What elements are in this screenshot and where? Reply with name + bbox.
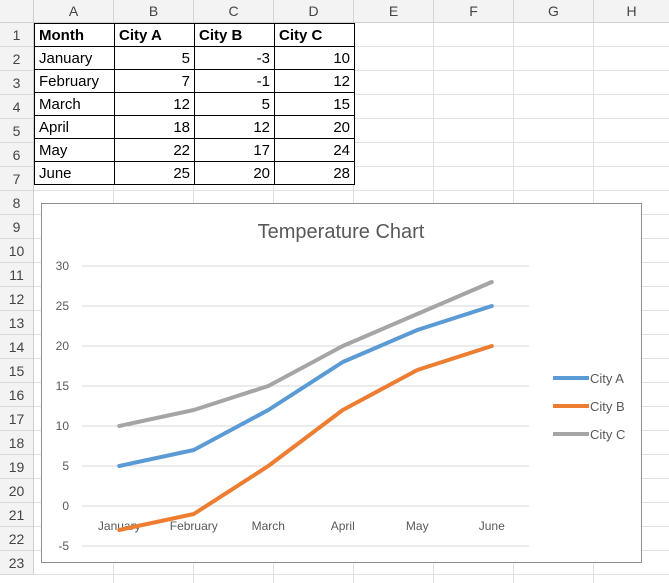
chart-title: Temperature Chart <box>258 221 425 243</box>
row-header-1[interactable]: 1 <box>0 23 34 47</box>
header-cell-month[interactable]: Month <box>34 23 115 47</box>
cell-value[interactable]: 15 <box>274 92 355 116</box>
select-all-corner[interactable] <box>0 0 34 23</box>
cell-value[interactable]: 10 <box>274 46 355 70</box>
row-header-13[interactable]: 13 <box>0 311 34 335</box>
row-header-5[interactable]: 5 <box>0 119 34 143</box>
row-header-6[interactable]: 6 <box>0 143 34 167</box>
cell-value[interactable]: 17 <box>194 138 275 162</box>
column-header-c[interactable]: C <box>194 0 274 23</box>
cell-month[interactable]: February <box>34 69 115 93</box>
column-header-b[interactable]: B <box>114 0 194 23</box>
y-tick-label: -5 <box>58 539 69 553</box>
header-cell-city-b[interactable]: City B <box>194 23 275 47</box>
row-header-11[interactable]: 11 <box>0 263 34 287</box>
cell-value[interactable]: 20 <box>274 115 355 139</box>
table-row: February 7 -1 12 <box>34 69 355 93</box>
cell-value[interactable]: 24 <box>274 138 355 162</box>
row-header-20[interactable]: 20 <box>0 479 34 503</box>
table-row: January 5 -3 10 <box>34 46 355 70</box>
cell-month[interactable]: March <box>34 92 115 116</box>
series-line-1 <box>117 304 494 468</box>
cell-value[interactable]: 5 <box>194 92 275 116</box>
row-header-7[interactable]: 7 <box>0 167 34 191</box>
column-header-e[interactable]: E <box>354 0 434 23</box>
row-header-4[interactable]: 4 <box>0 95 34 119</box>
row-header-17[interactable]: 17 <box>0 407 34 431</box>
legend-label: City C <box>590 427 625 442</box>
row-header-22[interactable]: 22 <box>0 527 34 551</box>
table-header-row: Month City A City B City C <box>34 23 355 47</box>
row-header-18[interactable]: 18 <box>0 431 34 455</box>
y-tick-label: 0 <box>62 499 69 513</box>
cell-value[interactable]: 20 <box>194 161 275 185</box>
table-row: May 22 17 24 <box>34 138 355 162</box>
column-header-f[interactable]: F <box>434 0 514 23</box>
table-row: June 25 20 28 <box>34 161 355 185</box>
y-tick-label: 5 <box>62 459 69 473</box>
x-tick-label: May <box>406 519 429 533</box>
cell-value[interactable]: -1 <box>194 69 275 93</box>
cell-value[interactable]: 22 <box>114 138 195 162</box>
table-row: April 18 12 20 <box>34 115 355 139</box>
row-header-15[interactable]: 15 <box>0 359 34 383</box>
series-line-2 <box>117 344 494 532</box>
header-cell-city-a[interactable]: City A <box>114 23 195 47</box>
row-header-23[interactable]: 23 <box>0 551 34 575</box>
column-header-h[interactable]: H <box>594 0 669 23</box>
y-tick-label: 15 <box>56 379 70 393</box>
temperature-chart[interactable]: Temperature Chart -5 0 5 10 15 20 25 30 January Fe… <box>41 203 642 563</box>
cell-value[interactable]: 7 <box>114 69 195 93</box>
cell-month[interactable]: May <box>34 138 115 162</box>
table-row: March 12 5 15 <box>34 92 355 116</box>
row-header-14[interactable]: 14 <box>0 335 34 359</box>
row-header-10[interactable]: 10 <box>0 239 34 263</box>
column-header-g[interactable]: G <box>514 0 594 23</box>
cell-value[interactable]: 12 <box>114 92 195 116</box>
header-cell-city-c[interactable]: City C <box>274 23 355 47</box>
row-header-12[interactable]: 12 <box>0 287 34 311</box>
y-tick-label: 30 <box>56 259 70 273</box>
y-tick-label: 20 <box>56 339 70 353</box>
row-header-9[interactable]: 9 <box>0 215 34 239</box>
cell-month[interactable]: June <box>34 161 115 185</box>
cell-value[interactable]: 18 <box>114 115 195 139</box>
cell-value[interactable]: 12 <box>194 115 275 139</box>
series-line-3 <box>117 280 494 428</box>
cell-value[interactable]: 25 <box>114 161 195 185</box>
column-header-a[interactable]: A <box>34 0 114 23</box>
x-tick-label: February <box>170 519 218 533</box>
y-tick-label: 10 <box>56 419 70 433</box>
legend-label: City A <box>590 371 624 386</box>
cell-value[interactable]: 12 <box>274 69 355 93</box>
cell-value[interactable]: 5 <box>114 46 195 70</box>
legend-label: City B <box>590 399 625 414</box>
x-tick-label: March <box>252 519 285 533</box>
x-tick-label: June <box>479 519 505 533</box>
row-header-3[interactable]: 3 <box>0 71 34 95</box>
row-header-21[interactable]: 21 <box>0 503 34 527</box>
row-header-19[interactable]: 19 <box>0 455 34 479</box>
y-tick-label: 25 <box>56 299 70 313</box>
cell-value[interactable]: -3 <box>194 46 275 70</box>
x-tick-label: April <box>331 519 355 533</box>
cell-value[interactable]: 28 <box>274 161 355 185</box>
column-header-d[interactable]: D <box>274 0 354 23</box>
row-header-8[interactable]: 8 <box>0 191 34 215</box>
cell-month[interactable]: January <box>34 46 115 70</box>
cell-month[interactable]: April <box>34 115 115 139</box>
row-header-16[interactable]: 16 <box>0 383 34 407</box>
row-header-2[interactable]: 2 <box>0 47 34 71</box>
data-table: Month City A City B City C January 5 -3 … <box>34 23 355 185</box>
